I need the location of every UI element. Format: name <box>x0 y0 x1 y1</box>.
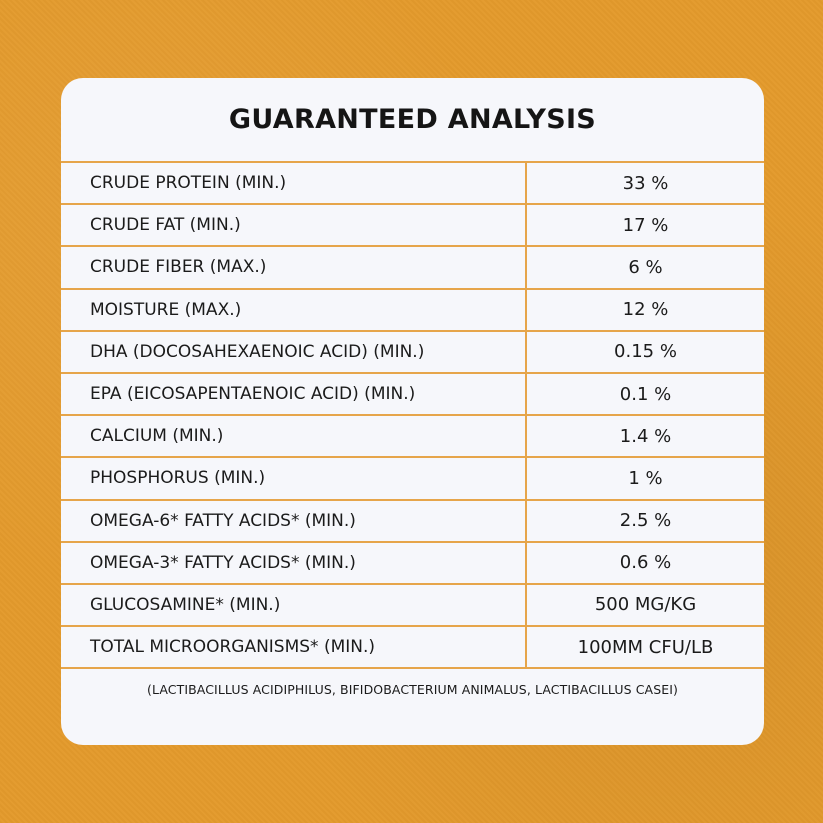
nutrient-value: 500 MG/KG <box>526 582 764 627</box>
table-row: CRUDE PROTEIN (MIN.) 33 % <box>61 160 764 205</box>
nutrient-label: OMEGA-6* FATTY ACIDS* (MIN.) <box>61 498 527 542</box>
analysis-card: GUARANTEED ANALYSIS CRUDE PROTEIN (MIN.)… <box>61 78 764 745</box>
nutrient-label: CRUDE PROTEIN (MIN.) <box>61 160 527 205</box>
nutrient-value: 1.4 % <box>526 414 764 458</box>
nutrient-label: CRUDE FAT (MIN.) <box>61 203 527 247</box>
nutrient-label: EPA (EICOSAPENTAENOIC ACID) (MIN.) <box>61 371 527 416</box>
nutrient-label: GLUCOSAMINE* (MIN.) <box>61 582 527 627</box>
analysis-table: CRUDE PROTEIN (MIN.) 33 % CRUDE FAT (MIN… <box>61 160 764 670</box>
nutrient-value: 100MM CFU/LB <box>526 625 764 670</box>
table-row: PHOSPHORUS (MIN.) 1 % <box>61 456 764 500</box>
nutrient-label: TOTAL MICROORGANISMS* (MIN.) <box>61 625 527 670</box>
table-row: GLUCOSAMINE* (MIN.) 500 MG/KG <box>61 582 764 627</box>
nutrient-value: 2.5 % <box>526 498 764 542</box>
nutrient-label: PHOSPHORUS (MIN.) <box>61 456 527 500</box>
nutrient-value: 12 % <box>526 287 764 331</box>
nutrient-value: 6 % <box>526 245 764 289</box>
footnote: (LACTIBACILLUS ACIDIPHILUS, BIFIDOBACTER… <box>147 682 678 697</box>
nutrient-value: 17 % <box>526 203 764 247</box>
page-title: GUARANTEED ANALYSIS <box>228 104 597 135</box>
table-row: DHA (DOCOSAHEXAENOIC ACID) (MIN.) 0.15 % <box>61 329 764 373</box>
nutrient-label: OMEGA-3* FATTY ACIDS* (MIN.) <box>61 540 527 584</box>
nutrient-value: 33 % <box>526 160 764 205</box>
nutrient-label: DHA (DOCOSAHEXAENOIC ACID) (MIN.) <box>61 329 527 373</box>
table-row: MOISTURE (MAX.) 12 % <box>61 287 764 331</box>
nutrient-value: 0.1 % <box>526 371 764 416</box>
nutrient-label: CRUDE FIBER (MAX.) <box>61 245 527 289</box>
table-row: CRUDE FIBER (MAX.) 6 % <box>61 245 764 289</box>
table-row: EPA (EICOSAPENTAENOIC ACID) (MIN.) 0.1 % <box>61 371 764 416</box>
nutrient-value: 0.15 % <box>526 329 764 373</box>
nutrient-value: 0.6 % <box>526 540 764 584</box>
nutrient-label: CALCIUM (MIN.) <box>61 414 527 458</box>
nutrient-value: 1 % <box>526 456 764 500</box>
table-row: OMEGA-6* FATTY ACIDS* (MIN.) 2.5 % <box>61 498 764 542</box>
table-row: OMEGA-3* FATTY ACIDS* (MIN.) 0.6 % <box>61 540 764 584</box>
table-row: CRUDE FAT (MIN.) 17 % <box>61 203 764 247</box>
nutrient-label: MOISTURE (MAX.) <box>61 287 527 331</box>
table-row: TOTAL MICROORGANISMS* (MIN.) 100MM CFU/L… <box>61 625 764 670</box>
table-row: CALCIUM (MIN.) 1.4 % <box>61 414 764 458</box>
